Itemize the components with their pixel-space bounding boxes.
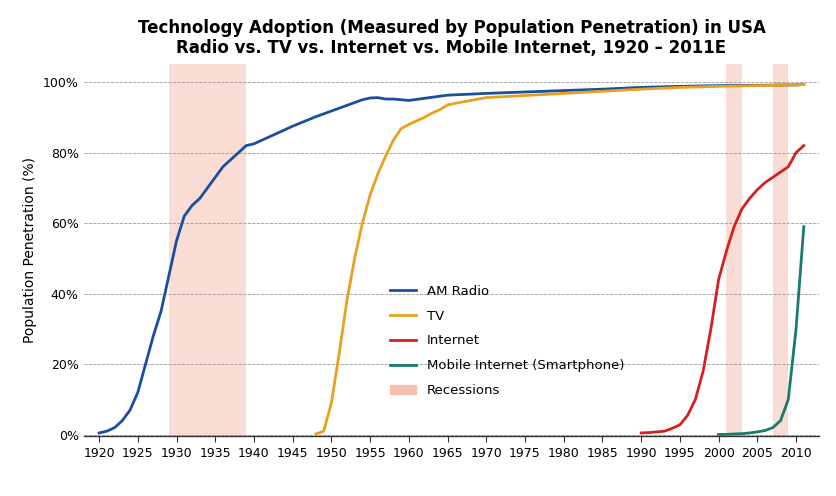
Bar — [772, 64, 788, 436]
Y-axis label: Population Penetration (%): Population Penetration (%) — [23, 158, 38, 344]
Legend: AM Radio, TV, Internet, Mobile Internet (Smartphone), Recessions: AM Radio, TV, Internet, Mobile Internet … — [385, 279, 630, 402]
Bar — [726, 64, 742, 436]
Title: Technology Adoption (Measured by Population Penetration) in USA
Radio vs. TV vs.: Technology Adoption (Measured by Populat… — [137, 18, 766, 58]
Bar — [169, 64, 247, 436]
